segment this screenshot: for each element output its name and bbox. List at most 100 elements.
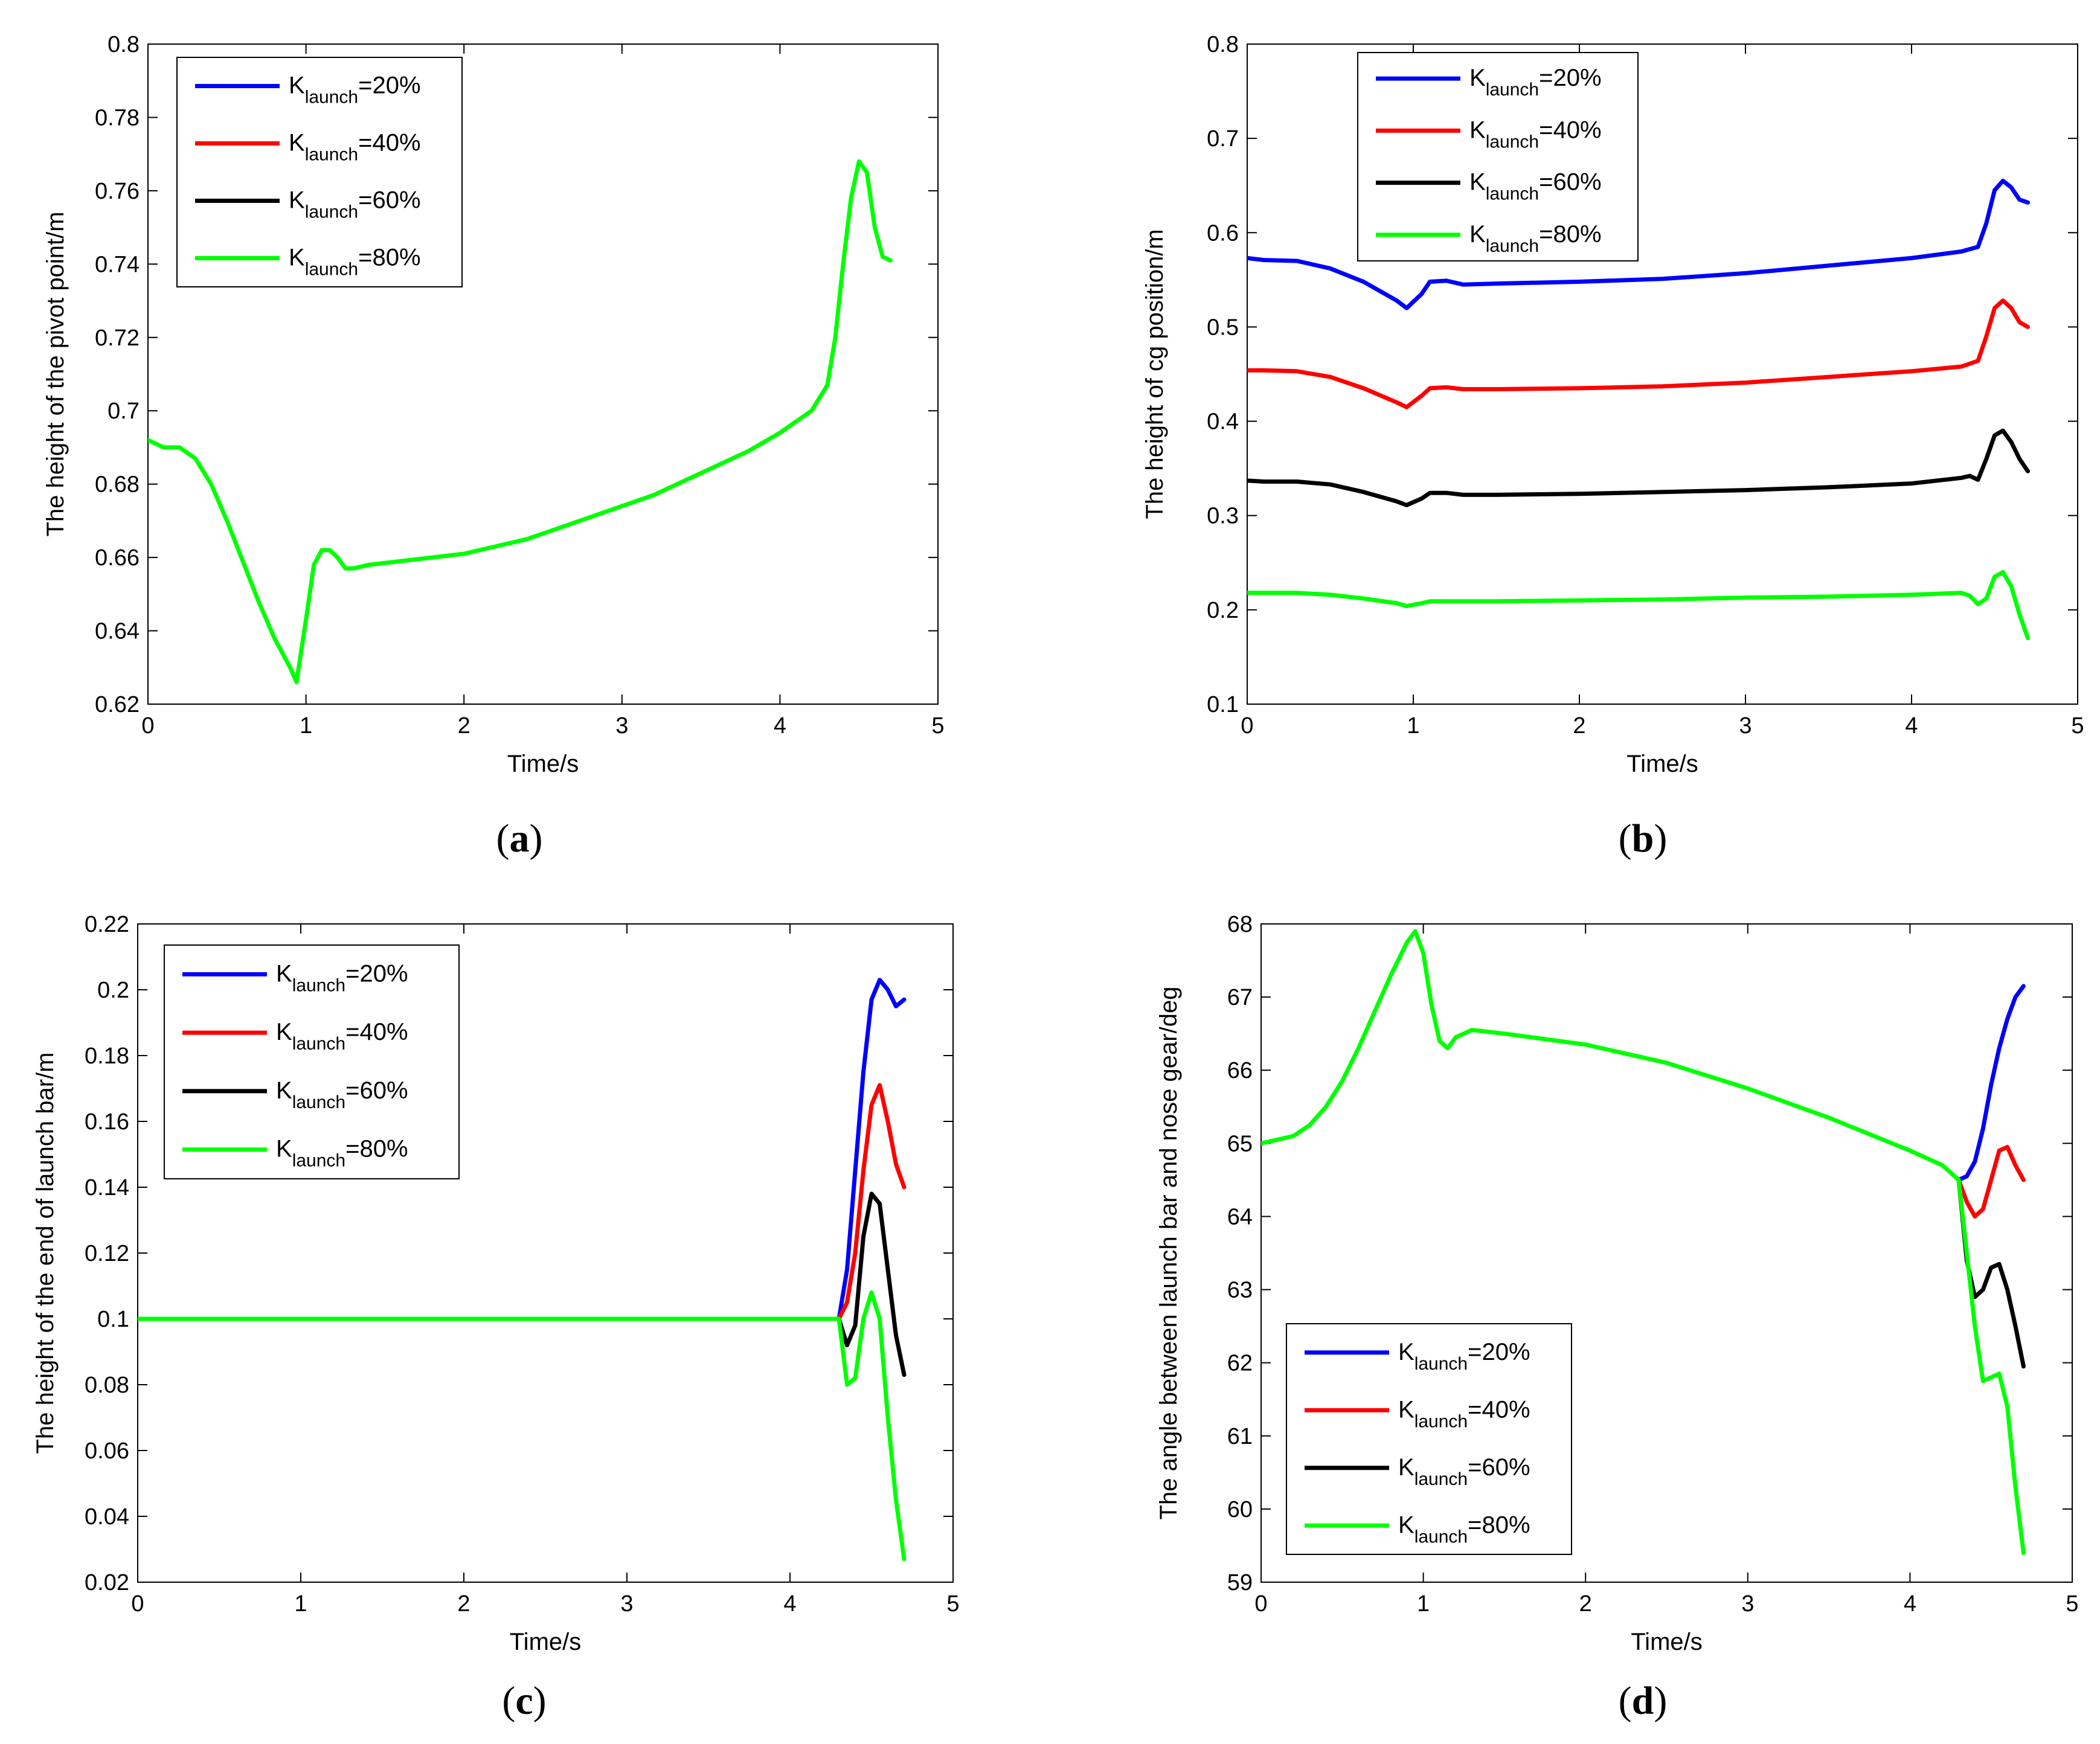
x-axis-label: Time/s	[507, 751, 579, 777]
y-tick-label: 0.22	[85, 912, 129, 937]
x-tick-label: 2	[1573, 713, 1585, 739]
legend-label: Klaunch=80%	[1469, 221, 1602, 256]
x-tick-label: 2	[457, 1591, 470, 1617]
y-tick-label: 0.7	[1207, 126, 1239, 152]
y-tick-label: 0.78	[95, 105, 140, 130]
y-axis-label: The angle between launch bar and nose ge…	[1155, 987, 1182, 1520]
x-tick-label: 2	[1579, 1591, 1592, 1617]
y-tick-label: 0.64	[95, 619, 140, 644]
y-tick-label: 0.08	[85, 1373, 129, 1398]
panel-caption: (c)	[502, 1679, 546, 1723]
y-tick-label: 0.72	[95, 325, 140, 351]
legend-box	[164, 944, 460, 1179]
panel-caption: (a)	[496, 816, 543, 861]
legend: Klaunch=20% Klaunch=40% Klaunch=60% Klaunch…	[1357, 52, 1639, 261]
y-tick-label: 62	[1227, 1351, 1253, 1376]
x-tick-label: 4	[783, 1591, 796, 1617]
legend-label: Klaunch=60%	[276, 1077, 408, 1112]
y-axis-label: The height of the end of launch bar/m	[32, 1053, 59, 1454]
series-line-k40	[1247, 298, 2030, 409]
legend-label: Klaunch=40%	[1398, 1396, 1530, 1431]
series-line-k20	[1247, 178, 2030, 310]
y-tick-label: 0.7	[108, 399, 140, 424]
legend-box	[1357, 52, 1639, 261]
y-tick-label: 0.16	[85, 1109, 129, 1135]
y-tick-label: 61	[1227, 1424, 1253, 1449]
y-tick-label: 0.4	[1207, 409, 1239, 435]
series-line-k20	[1956, 984, 2026, 1182]
series-line-k60	[836, 1191, 907, 1377]
legend-label: Klaunch=60%	[1469, 169, 1602, 204]
y-tick-label: 0.18	[85, 1044, 129, 1069]
y-tick-label: 65	[1227, 1131, 1253, 1156]
chart-panel-c: 0 1 2 3 4 5 0.02 0.04 0.06 0.08 0.1 0.12 0.14 0.16 0.1…	[32, 912, 960, 1723]
y-tick-label: 66	[1227, 1058, 1253, 1083]
y-tick-label: 0.5	[1207, 315, 1239, 340]
x-tick-label: 1	[300, 713, 312, 739]
y-tick-label: 0.76	[95, 179, 140, 204]
x-tick-label: 0	[1241, 713, 1253, 739]
x-tick-label: 4	[774, 713, 786, 739]
legend-label: Klaunch=80%	[289, 245, 421, 280]
x-tick-label: 1	[1407, 713, 1419, 739]
legend-box	[176, 57, 463, 287]
x-tick-label: 1	[1417, 1591, 1430, 1617]
y-tick-label: 0.6	[1207, 220, 1239, 246]
x-tick-label: 4	[1904, 1591, 1916, 1617]
x-tick-label: 0	[131, 1591, 144, 1617]
y-tick-label: 0.04	[85, 1504, 129, 1530]
legend: Klaunch=20% Klaunch=40% Klaunch=60% Klaunch…	[176, 57, 463, 287]
y-tick-label: 0.14	[85, 1175, 129, 1201]
x-tick-label: 2	[458, 713, 470, 739]
series-line-k60	[1247, 428, 2030, 507]
legend: Klaunch=20% Klaunch=40% Klaunch=60% Klaunch…	[1286, 1323, 1572, 1555]
panel-caption: (b)	[1619, 816, 1668, 861]
y-tick-label: 0.02	[85, 1570, 129, 1595]
y-tick-label: 63	[1227, 1278, 1253, 1303]
y-tick-label: 0.2	[1207, 598, 1239, 623]
y-tick-label: 0.62	[95, 692, 140, 717]
x-tick-label: 0	[141, 713, 154, 739]
y-tick-label: 0.2	[97, 978, 129, 1003]
x-tick-label: 0	[1254, 1591, 1267, 1617]
legend-label: Klaunch=40%	[1469, 117, 1602, 152]
series-line-k80	[148, 159, 893, 685]
legend-label: Klaunch=80%	[276, 1136, 408, 1171]
x-axis-label: Time/s	[1626, 751, 1698, 777]
chart-panel-b: 0 1 2 3 4 5 0.1 0.2 0.3 0.4 0.5 0.6 0.7 0.8 Time/s The …	[1142, 32, 2084, 861]
y-tick-label: 0.68	[95, 472, 140, 498]
x-tick-label: 5	[2071, 713, 2084, 739]
y-tick-label: 0.06	[85, 1438, 129, 1464]
chart-panel-d: 0 1 2 3 4 5 59 60 61 62 63 64 65 66 67 68 Time/s The angl…	[1155, 912, 2079, 1723]
chart-panel-a: 0 1 2 3 4 5 0.62 0.64 0.66 0.68 0.7 0.72 0.74 0.76 0.7…	[42, 32, 945, 861]
y-tick-label: 0.1	[1207, 692, 1239, 717]
y-tick-label: 0.66	[95, 545, 140, 571]
x-axis-label: Time/s	[1631, 1629, 1703, 1655]
legend-label: Klaunch=20%	[1469, 65, 1602, 100]
y-tick-label: 0.3	[1207, 504, 1239, 529]
panel-caption: (d)	[1619, 1679, 1668, 1723]
series-line-k80	[138, 1290, 907, 1562]
y-tick-label: 0.12	[85, 1241, 129, 1266]
y-axis-label: The height of cg position/m	[1142, 229, 1168, 519]
legend-box	[1286, 1323, 1572, 1555]
y-tick-label: 67	[1227, 985, 1253, 1010]
y-tick-label: 60	[1227, 1497, 1253, 1522]
series-line-k40	[1956, 1144, 2026, 1219]
series-line-k20	[836, 978, 907, 1321]
y-axis-label: The height of the pivot point/m	[42, 211, 69, 536]
legend-label: Klaunch=20%	[276, 960, 408, 995]
legend-label: Klaunch=60%	[1398, 1454, 1530, 1489]
x-tick-label: 5	[931, 713, 944, 739]
y-tick-label: 64	[1227, 1204, 1253, 1229]
y-tick-label: 0.1	[97, 1307, 129, 1332]
legend: Klaunch=20% Klaunch=40% Klaunch=60% Klaunch…	[164, 944, 460, 1179]
series-line-k80	[1247, 569, 2030, 641]
series-line-k40	[836, 1083, 907, 1321]
x-tick-label: 5	[2066, 1591, 2078, 1617]
legend-label: Klaunch=40%	[276, 1019, 408, 1054]
y-tick-label: 0.74	[95, 252, 140, 277]
legend-label: Klaunch=40%	[289, 130, 421, 165]
x-tick-label: 3	[1741, 1591, 1754, 1617]
